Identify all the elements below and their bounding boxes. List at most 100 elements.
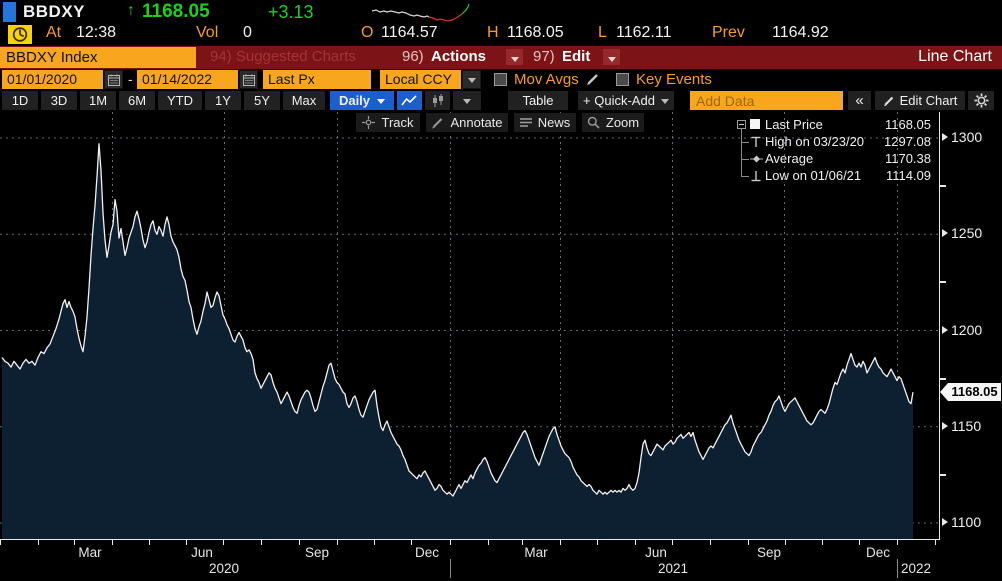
x-month-label: Dec <box>414 545 439 560</box>
mov-avgs-checkbox[interactable] <box>494 73 507 86</box>
price-line <box>1 143 914 497</box>
calendar-icon[interactable] <box>239 70 258 89</box>
y-minor-tick <box>940 377 946 380</box>
news-tool-button[interactable]: News <box>514 113 576 132</box>
currency-select[interactable]: Local CCY <box>380 70 461 89</box>
year-divider-line <box>450 559 451 578</box>
chevron-down-icon <box>467 77 476 83</box>
tick-arrow-icon <box>942 421 948 430</box>
function-menubar: BBDXY Index 94) Suggested Charts 96) Act… <box>0 46 1002 69</box>
y-tick-value: 1200 <box>951 321 983 338</box>
ticker-symbol: BBDXY <box>23 2 86 21</box>
period-select[interactable]: Daily <box>330 91 394 110</box>
legend-row-high[interactable]: High on 03/23/20 1297.08 <box>750 133 933 150</box>
settings-button[interactable] <box>968 91 994 110</box>
chart-tool-row: Track Annotate News Zoom <box>0 113 1002 133</box>
table-button[interactable]: Table <box>508 91 568 110</box>
high-marker-icon <box>750 136 765 148</box>
last-price-tag-value: 1168.05 <box>948 383 1001 401</box>
volume-label: Vol <box>196 24 219 41</box>
price-field-select[interactable]: Last Px <box>263 70 371 89</box>
y-tick-value: 1300 <box>951 129 983 145</box>
range-button-5y[interactable]: 5Y <box>244 91 280 110</box>
tick-arrow-icon <box>942 229 948 238</box>
legend-row-low[interactable]: Low on 01/06/21 1114.09 <box>750 167 933 184</box>
legend-row-average[interactable]: Average 1170.38 <box>750 150 933 167</box>
range-button-3d[interactable]: 3D <box>41 91 77 110</box>
add-data-input[interactable] <box>690 91 843 110</box>
range-button-1d[interactable]: 1D <box>2 91 38 110</box>
chevron-down-icon <box>377 98 386 104</box>
key-events-checkbox[interactable] <box>616 73 629 86</box>
market-clock-icon <box>8 25 32 44</box>
suggested-charts-menu[interactable]: 94) Suggested Charts <box>210 48 356 65</box>
range-button-max[interactable]: Max <box>283 91 325 110</box>
candle-chart-type-button[interactable] <box>425 91 450 110</box>
chart-type-dropdown[interactable] <box>453 91 481 110</box>
chart-settings-bar: 01/01/2020 - 01/14/2022 Last Px Local CC… <box>0 69 1002 90</box>
legend-collapse-toggle[interactable] <box>737 120 746 129</box>
edit-menu[interactable]: Edit <box>562 48 591 65</box>
y-tick-label: 1100 <box>942 514 981 530</box>
annotate-tool-button[interactable]: Annotate <box>426 113 508 132</box>
security-color-swatch <box>3 2 16 22</box>
y-tick-value: 1100 <box>951 514 982 530</box>
zoom-icon <box>587 116 600 129</box>
range-button-1m[interactable]: 1M <box>80 91 116 110</box>
legend-tree-stub <box>742 176 749 177</box>
year-divider-line <box>897 559 898 578</box>
tick-arrow-icon <box>942 325 948 334</box>
range-button-6m[interactable]: 6M <box>119 91 155 110</box>
track-tool-button[interactable]: Track <box>356 113 420 132</box>
legend-value: 1297.08 <box>884 134 931 149</box>
calendar-icon[interactable] <box>104 70 123 89</box>
chart-toolbar: 1D 3D 1M 6M YTD 1Y 5Y Max Daily Table + Quick-A… <box>0 90 1002 111</box>
edit-shortcut-number: 97) <box>533 48 555 65</box>
chevron-down-icon <box>660 98 669 104</box>
period-label: Daily <box>338 93 371 108</box>
date-to-input[interactable]: 01/14/2022 <box>137 70 238 89</box>
tick-arrow-icon <box>942 518 948 526</box>
y-axis: 1300 1250 1200 1150 1100 1168.05 <box>940 112 1002 552</box>
y-minor-tick <box>940 473 946 476</box>
line-chart-icon <box>401 95 417 106</box>
chart-type-title: Line Chart <box>918 48 992 65</box>
quick-add-label: + Quick-Add <box>583 93 655 108</box>
actions-menu[interactable]: Actions <box>431 48 487 65</box>
chart-canvas <box>0 112 940 545</box>
date-from-input[interactable]: 01/01/2020 <box>2 70 103 89</box>
price-chart[interactable] <box>0 112 940 545</box>
tick-arrow-icon <box>942 133 948 141</box>
last-price-tag: 1168.05 <box>940 383 1001 401</box>
high-label: H <box>487 24 499 41</box>
zoom-tool-button[interactable]: Zoom <box>582 113 644 132</box>
range-button-1y[interactable]: 1Y <box>205 91 241 110</box>
low-value: 1162.11 <box>616 24 672 41</box>
x-year-label: 2020 <box>208 561 240 576</box>
legend-value: 1114.09 <box>885 168 931 183</box>
edit-chart-button[interactable]: Edit Chart <box>875 91 965 110</box>
actions-dropdown[interactable] <box>506 49 523 65</box>
chart-legend[interactable]: Last Price 1168.05 High on 03/23/20 1297.08… <box>737 116 933 186</box>
pencil-icon[interactable] <box>586 72 601 86</box>
news-icon <box>519 117 532 128</box>
x-year-label: 2022 <box>900 561 932 576</box>
quote-line: At 12:38 Vol 0 O 1164.57 H 1168.05 L 116… <box>0 24 1002 46</box>
low-marker-icon <box>750 170 765 182</box>
volume-value: 0 <box>243 24 252 41</box>
tag-arrow-icon <box>940 383 948 401</box>
edit-dropdown[interactable] <box>603 49 620 65</box>
collapse-panel-button[interactable]: « <box>848 91 871 110</box>
currency-dropdown[interactable] <box>462 70 481 89</box>
x-month-label: Mar <box>78 545 102 560</box>
security-input[interactable]: BBDXY Index <box>0 47 196 68</box>
chevron-down-icon <box>510 57 519 62</box>
legend-row-square[interactable]: Last Price 1168.05 <box>750 116 933 133</box>
y-tick-label: 1300 <box>942 129 982 145</box>
x-month-label: Jun <box>645 545 667 560</box>
intraday-sparkline <box>372 3 470 22</box>
quick-add-button[interactable]: + Quick-Add <box>578 91 674 110</box>
range-button-ytd[interactable]: YTD <box>158 91 202 110</box>
line-chart-type-button[interactable] <box>397 91 422 110</box>
